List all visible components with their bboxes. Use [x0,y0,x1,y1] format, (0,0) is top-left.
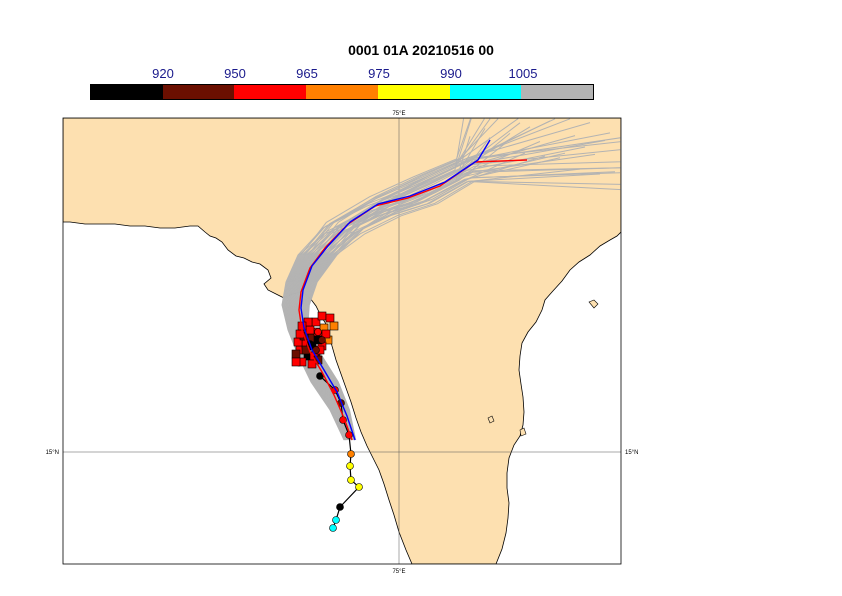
ensemble-track [283,118,472,441]
island [487,415,495,424]
forecast-position-marker [325,313,335,323]
forecast-position-marker [291,357,301,367]
observed-position-marker [314,328,322,336]
colorbar-label: 1005 [508,66,538,81]
ensemble-track [286,118,492,441]
ensemble-track [293,120,551,441]
colorbar-segment [377,85,450,99]
land-mass [63,118,621,564]
forecast-track-blue [300,139,491,441]
ensemble-track [291,118,520,441]
ensemble-track [303,137,621,441]
ensemble-track [287,143,506,441]
ensemble-track [302,172,621,441]
forecast-position-marker [329,321,339,331]
ensemble-track [294,157,561,441]
colorbar-label: 990 [440,66,462,81]
ensemble-track [306,161,621,441]
ensemble-track [305,167,621,441]
ensemble-track [305,141,621,441]
colorbar-segment [449,85,522,99]
map-title: 0001 01A 20210516 00 [348,42,494,58]
ensemble-track [300,173,601,441]
colorbar-segment [234,85,307,99]
observed-position-marker [336,503,344,511]
observed-position-marker [318,336,326,344]
observed-position-marker [347,476,355,484]
observed-position-marker [329,524,337,532]
forecast-position-marker [307,359,317,369]
ensemble-track [303,149,621,441]
ensemble-track [285,118,486,441]
ensemble-track [304,167,621,441]
lat-tick-left: 15°N [46,450,59,456]
ensemble-track [304,180,621,441]
observed-position-marker [332,516,340,524]
island [519,427,527,437]
ensemble-track [306,181,621,441]
forecast-position-marker [317,311,327,321]
observed-position-marker [355,483,363,491]
lon-tick-top: 75°E [392,111,405,117]
colorbar-segment [306,85,378,99]
forecast-position-marker [305,325,315,335]
observed-position-marker [347,450,355,458]
ensemble-track [299,153,596,441]
ensemble-track [294,118,556,441]
lat-tick-right: 15°N [625,450,638,456]
colorbar-segment [162,85,235,99]
forecast-position-marker [321,329,331,339]
ensemble-track [289,122,521,441]
colorbar-label: 950 [224,66,246,81]
lon-tick-bottom: 75°E [392,569,405,575]
island [588,299,599,309]
ensemble-track [291,141,541,441]
pressure-colorbar [90,84,594,100]
colorbar-label: 965 [296,66,318,81]
colorbar-label: 975 [368,66,390,81]
map-frame [62,117,622,565]
colorbar-segment [521,85,594,99]
colorbar-label: 920 [152,66,174,81]
ensemble-tracks [281,118,621,441]
ensemble-track [288,118,500,441]
forecast-track-red [298,159,528,441]
observed-position-marker [346,462,354,470]
colorbar-segment [91,85,163,99]
forecast-position-marker [291,349,301,359]
